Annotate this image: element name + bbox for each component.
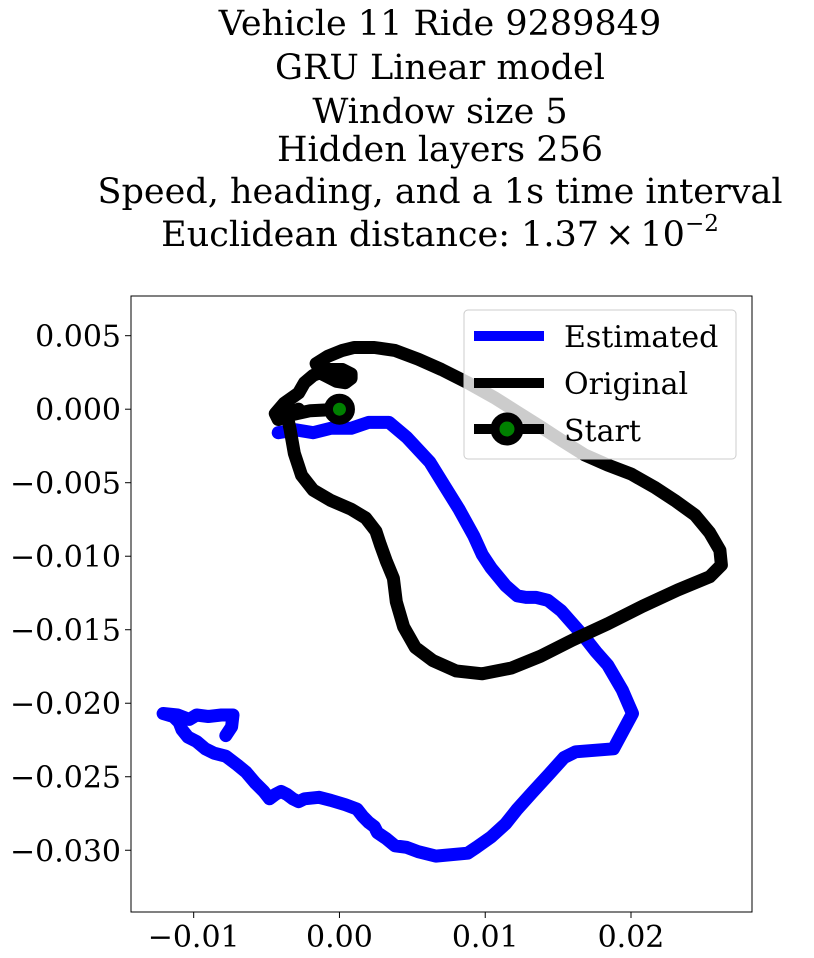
x-axis: −0.01 0.00 0.01 0.02 (148, 912, 665, 955)
x-tick-label: −0.01 (148, 920, 240, 955)
legend-estimated-label: Estimated (564, 320, 718, 355)
marker-layer (323, 393, 355, 425)
y-tick-label: −0.025 (10, 761, 121, 796)
title-line: GRU Linear model (275, 48, 605, 88)
title-line: Speed, heading, and a 1s time interval (97, 172, 782, 212)
start-marker (323, 393, 355, 425)
x-tick-label: 0.00 (306, 920, 373, 955)
plot-frame (130, 295, 753, 913)
title-metric-base: 10 (640, 215, 685, 255)
legend-box (463, 309, 737, 460)
x-tick-label: 0.02 (598, 920, 665, 955)
y-axis: 0.005 0.000 −0.005 −0.010 −0.015 −0.020 −0.025… (10, 320, 131, 869)
title-line: Window size 5 (312, 92, 567, 132)
title-line: Vehicle 11 Ride 9289849 (218, 4, 661, 44)
y-tick-label: 0.005 (35, 320, 121, 355)
title-metric-exponent: −2 (685, 211, 719, 237)
title-metric: Euclidean distance: 1.37 × 10−2 (161, 211, 719, 255)
title-line: Hidden layers 256 (277, 130, 603, 170)
title-metric-mantissa: 1.37 (521, 215, 599, 255)
y-tick-label: −0.020 (10, 687, 121, 722)
title-metric-times: × (605, 215, 634, 255)
y-tick-label: −0.010 (10, 540, 121, 575)
legend-original-label: Original (564, 367, 688, 402)
chart-title: Vehicle 11 Ride 9289849 GRU Linear model… (97, 4, 782, 255)
series-estimated-line (156, 415, 639, 863)
y-tick-label: 0.000 (35, 393, 121, 428)
legend-start-marker (490, 412, 524, 446)
y-tick-label: −0.015 (10, 614, 121, 649)
legend-start-label: Start (564, 414, 641, 449)
y-tick-label: −0.030 (10, 834, 121, 869)
title-metric-prefix: Euclidean distance: (161, 215, 521, 255)
x-tick-label: 0.01 (452, 920, 519, 955)
legend: Estimated Original Start (463, 309, 737, 460)
series-original-line (268, 341, 728, 681)
series-layer (156, 341, 728, 863)
y-tick-label: −0.005 (10, 467, 121, 502)
plot-area (130, 295, 753, 913)
